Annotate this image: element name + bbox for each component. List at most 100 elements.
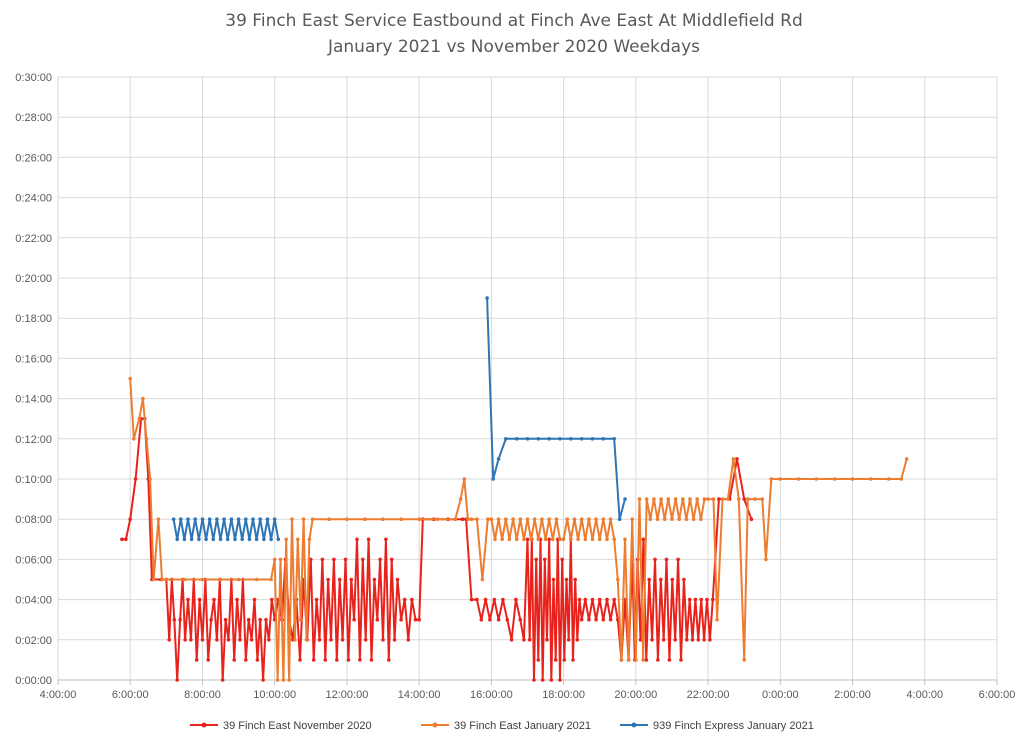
data-point [258, 617, 263, 622]
data-point [590, 437, 595, 441]
series-2 [128, 376, 909, 682]
data-point [637, 497, 642, 501]
data-point [673, 497, 678, 501]
data-point [659, 577, 663, 582]
chart-subtitle: January 2021 vs November 2020 Weekdays [327, 37, 700, 57]
data-point [128, 376, 132, 381]
series-1 [120, 416, 754, 682]
data-point [690, 638, 695, 642]
data-point [534, 557, 538, 562]
data-point [488, 617, 492, 622]
data-point [702, 497, 707, 501]
data-point [258, 517, 263, 521]
x-tick-label: 10:00:00 [253, 689, 296, 701]
data-point [652, 497, 656, 501]
data-point [148, 477, 152, 481]
data-point [597, 597, 602, 602]
data-point [558, 537, 562, 542]
data-point [249, 638, 254, 642]
data-point [220, 678, 225, 682]
x-tick-label: 18:00:00 [542, 689, 585, 701]
data-point [466, 517, 470, 521]
data-point [320, 557, 325, 562]
data-point [760, 497, 765, 501]
data-point [562, 658, 567, 662]
data-point [778, 477, 783, 481]
data-point [579, 437, 584, 441]
data-point [363, 638, 368, 642]
data-point [384, 537, 388, 542]
data-point [355, 537, 359, 542]
legend-label: 39 Finch East January 2021 [454, 720, 591, 732]
legend-item: 939 Finch Express January 2021 [620, 720, 814, 732]
data-point [565, 517, 569, 521]
data-point [706, 497, 710, 501]
data-point [511, 517, 515, 521]
data-point [387, 658, 391, 662]
data-point [458, 497, 463, 501]
data-point [605, 597, 609, 602]
data-point [566, 638, 571, 642]
data-point [553, 658, 558, 662]
data-point [664, 557, 669, 562]
legend-item: 39 Finch East January 2021 [421, 720, 591, 732]
data-point [505, 617, 510, 622]
data-point [590, 597, 595, 602]
data-point [529, 537, 533, 542]
data-point [617, 517, 622, 521]
data-point [514, 437, 519, 441]
data-point [509, 638, 514, 642]
data-point [269, 537, 273, 542]
data-point [235, 597, 239, 602]
data-point [255, 658, 260, 662]
data-point [272, 517, 277, 521]
data-point [475, 597, 479, 602]
data-point [244, 658, 248, 662]
data-point [685, 638, 689, 642]
data-point [298, 658, 302, 662]
data-point [496, 457, 501, 461]
data-point [395, 577, 400, 582]
x-tick-label: 12:00:00 [326, 689, 369, 701]
data-point [327, 517, 331, 521]
y-tick-label: 0:12:00 [15, 434, 52, 446]
data-point [349, 577, 354, 582]
data-point [232, 658, 236, 662]
data-point [212, 597, 216, 602]
data-point [742, 658, 746, 662]
data-point [543, 557, 547, 562]
data-point [491, 477, 496, 481]
data-point [254, 537, 259, 542]
data-point [269, 577, 273, 582]
data-point [673, 638, 677, 642]
data-point [358, 658, 362, 662]
data-point [479, 617, 484, 622]
data-point [240, 537, 244, 542]
data-point [194, 658, 199, 662]
data-point [572, 517, 577, 521]
data-point [868, 477, 873, 481]
data-point [587, 617, 591, 622]
y-tick-label: 0:24:00 [15, 193, 52, 205]
data-point [564, 577, 569, 582]
data-point [549, 678, 554, 682]
data-point [904, 457, 909, 461]
data-point [832, 477, 837, 481]
data-point [278, 557, 283, 562]
data-point [608, 517, 613, 521]
data-point [594, 617, 598, 622]
y-tick-label: 0:16:00 [15, 353, 52, 365]
data-point [462, 477, 467, 481]
data-point [735, 457, 739, 461]
data-point [545, 638, 549, 642]
data-point [402, 597, 407, 602]
data-point [323, 658, 328, 662]
data-point [653, 557, 657, 562]
data-point [197, 537, 201, 542]
data-point [655, 517, 660, 521]
data-point [236, 517, 241, 521]
data-point [182, 537, 187, 542]
y-tick-label: 0:08:00 [15, 514, 52, 526]
data-point [576, 537, 580, 542]
